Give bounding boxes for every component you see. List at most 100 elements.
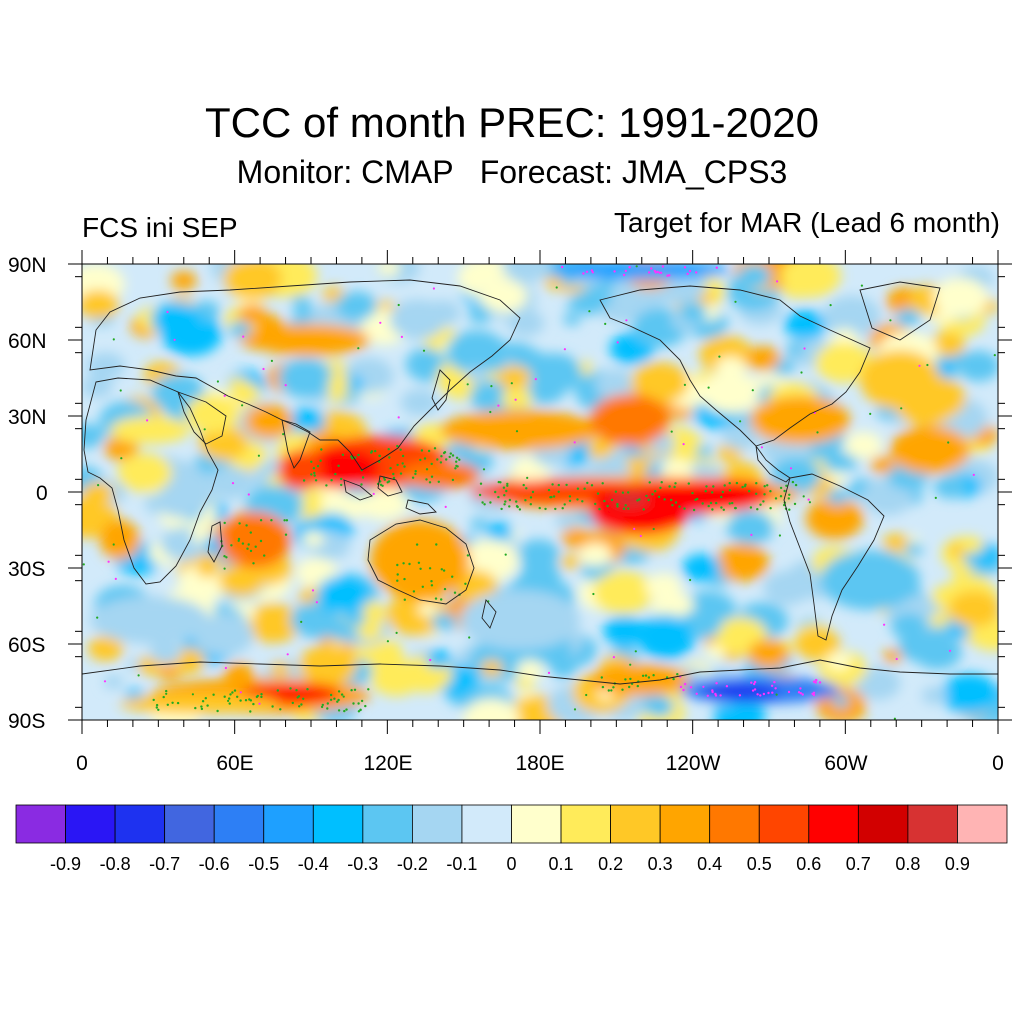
significance-dot xyxy=(448,455,451,459)
significance-dot xyxy=(231,691,234,694)
lat-label-60n: 60N xyxy=(8,330,47,353)
significance-dot xyxy=(639,534,642,538)
significance-dot xyxy=(695,271,698,274)
significance-dot xyxy=(683,266,687,269)
field-patch xyxy=(82,289,119,320)
significance-dot xyxy=(397,303,400,307)
significance-dot xyxy=(522,483,525,487)
significance-dot xyxy=(799,692,802,695)
significance-dot xyxy=(547,671,551,675)
significance-dot xyxy=(895,657,898,661)
field-patch xyxy=(316,575,371,615)
significance-dot xyxy=(753,688,757,691)
map-frame xyxy=(68,250,1012,734)
significance-dot xyxy=(320,705,324,709)
field-patch xyxy=(228,321,252,338)
significance-dot xyxy=(722,508,725,511)
significance-dot xyxy=(428,481,432,484)
significance-dot xyxy=(354,456,357,459)
significance-dot xyxy=(711,491,714,494)
significance-dot xyxy=(779,486,783,490)
significance-dot xyxy=(502,486,506,489)
significance-dot xyxy=(561,265,564,269)
significance-dot xyxy=(731,501,734,505)
significance-dot xyxy=(797,691,801,694)
significance-dot xyxy=(634,650,637,653)
significance-dot xyxy=(682,688,685,692)
field-patch xyxy=(549,357,578,378)
field-patch xyxy=(223,264,282,300)
significance-dot xyxy=(434,597,438,600)
significance-dot xyxy=(793,502,797,506)
significance-dot xyxy=(671,504,674,507)
field-feature xyxy=(590,394,670,446)
field-patch xyxy=(479,279,528,313)
significance-dot xyxy=(592,592,595,596)
significance-dot xyxy=(483,503,486,506)
significance-dot xyxy=(399,448,402,451)
significance-dot xyxy=(715,501,718,505)
coastline-madagascar xyxy=(207,521,223,563)
colorbar-box xyxy=(560,804,611,844)
significance-dot xyxy=(818,681,822,684)
significance-dot xyxy=(256,694,259,698)
significance-dot xyxy=(660,481,663,484)
significance-dot xyxy=(497,495,500,499)
field-patch xyxy=(290,295,311,310)
significance-dot xyxy=(302,697,305,700)
field-patch xyxy=(828,471,847,484)
colorbar-tick-label: -0.3 xyxy=(347,854,379,874)
coastlines xyxy=(82,279,998,685)
colorbar-tick-label: 0.5 xyxy=(746,854,772,874)
field-patch xyxy=(277,358,334,399)
significance-dot xyxy=(423,457,427,460)
significance-dot xyxy=(489,501,492,504)
significance-dot xyxy=(759,503,762,506)
significance-dot xyxy=(230,544,233,547)
field-patch xyxy=(185,394,240,434)
significance-dot xyxy=(601,482,604,485)
significance-dot xyxy=(325,484,328,487)
significance-dot xyxy=(789,467,793,470)
significance-dot xyxy=(442,569,446,572)
significance-dot xyxy=(223,567,226,570)
field-patch xyxy=(815,342,873,383)
significance-dot xyxy=(387,448,390,451)
significance-dot xyxy=(422,349,426,352)
significance-dot xyxy=(738,694,742,697)
significance-dot xyxy=(691,491,694,495)
significance-dot xyxy=(762,500,765,503)
significance-dot xyxy=(478,493,482,497)
colorbar-tick-label: -0.1 xyxy=(446,854,478,874)
significance-dot xyxy=(337,690,341,693)
significance-dot xyxy=(270,359,273,362)
colorbar-tick-label: -0.5 xyxy=(248,854,280,874)
significance-dot xyxy=(401,454,405,458)
significance-dot xyxy=(400,335,403,338)
significance-dot xyxy=(378,454,381,458)
significance-dot xyxy=(379,483,383,486)
lon-label-0-east: 0 xyxy=(992,752,1004,775)
significance-dot xyxy=(636,499,639,502)
significance-dot xyxy=(993,354,996,357)
significance-dot xyxy=(508,498,512,502)
coastline-arabia xyxy=(177,391,227,445)
field-patch xyxy=(425,649,452,669)
significance-dot xyxy=(386,640,389,643)
field-patch xyxy=(715,543,770,582)
field-patch xyxy=(826,489,849,505)
significance-dot xyxy=(194,706,197,710)
significance-dot xyxy=(676,673,679,676)
significance-dot xyxy=(741,485,744,489)
significance-dot xyxy=(345,708,348,711)
colorbar xyxy=(15,804,1008,844)
significance-dot xyxy=(276,689,279,692)
significance-dot xyxy=(316,464,320,468)
significance-dot xyxy=(155,703,159,707)
field-patch xyxy=(82,423,105,448)
significance-dot xyxy=(295,689,298,692)
significance-dot xyxy=(715,682,718,685)
significance-dot xyxy=(249,710,252,713)
significance-dot xyxy=(751,389,754,392)
significance-dot xyxy=(401,462,404,465)
